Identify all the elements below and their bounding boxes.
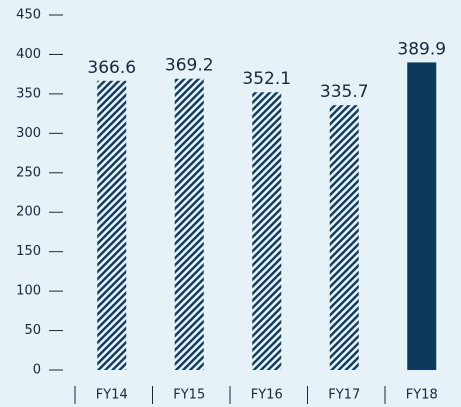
bar xyxy=(407,62,437,370)
value-label: 335.7 xyxy=(320,82,369,102)
x-tick-label: FY17 xyxy=(328,388,360,403)
bar xyxy=(174,78,204,371)
value-label: 366.6 xyxy=(87,58,136,78)
y-tick-label: 400 xyxy=(16,47,41,62)
bar xyxy=(252,92,282,370)
y-tick-label: 100 xyxy=(16,284,41,299)
value-label: 369.2 xyxy=(165,56,214,76)
x-tick-label: FY15 xyxy=(173,388,205,403)
value-label: 389.9 xyxy=(397,39,446,59)
y-tick-label: 250 xyxy=(16,165,41,180)
y-tick-label: 150 xyxy=(16,244,41,259)
y-tick-label: 450 xyxy=(16,8,41,23)
y-tick-label: 200 xyxy=(16,205,41,220)
y-tick-label: 350 xyxy=(16,86,41,101)
x-tick-label: FY18 xyxy=(406,388,438,403)
x-tick-label: FY16 xyxy=(251,388,283,403)
y-tick-label: 300 xyxy=(16,126,41,141)
x-tick-label: FY14 xyxy=(96,388,128,403)
y-tick-label: 50 xyxy=(24,323,41,338)
value-label: 352.1 xyxy=(242,69,291,89)
y-tick-label: 0 xyxy=(33,363,41,378)
bar xyxy=(329,105,359,371)
bar xyxy=(97,80,127,370)
